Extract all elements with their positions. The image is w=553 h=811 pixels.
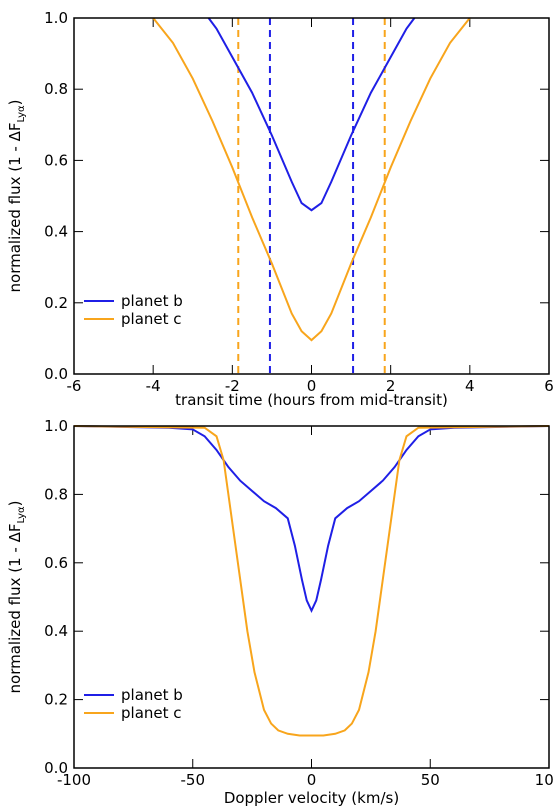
y-tick-label: 0.2: [44, 294, 68, 312]
series-line: [207, 17, 416, 212]
x-tick-label: -100: [57, 771, 91, 789]
legend-label: planet c: [121, 310, 182, 328]
legend-label: planet c: [121, 704, 182, 722]
y-axis-label-end: ): [6, 501, 24, 507]
series-line: [73, 425, 550, 614]
plot-frame: [73, 17, 550, 375]
y-tick-label: 0.6: [44, 151, 68, 169]
x-tick-label: -4: [146, 377, 161, 395]
y-tick-label: 0.6: [44, 554, 68, 572]
y-tick-label: 1.0: [44, 417, 68, 435]
y-tick-label: 0.4: [44, 622, 68, 640]
legend-label: planet b: [121, 686, 183, 704]
y-axis-label-text: normalized flux (1 - ΔF: [6, 524, 24, 694]
x-tick-label: -6: [67, 377, 82, 395]
x-tick-label: 4: [465, 377, 475, 395]
x-tick-label: -2: [225, 377, 240, 395]
x-axis-label: Doppler velocity (km/s): [224, 789, 399, 807]
x-tick-label: 50: [421, 771, 440, 789]
x-tick-label: -50: [181, 771, 206, 789]
y-axis-label: normalized flux (1 - ΔFLyα): [6, 100, 27, 293]
x-tick-label: 0: [307, 377, 317, 395]
x-tick-label: 0: [307, 771, 317, 789]
plot-frame: [73, 425, 550, 769]
x-tick-label: 2: [386, 377, 396, 395]
y-axis-label-sub: Lyα: [16, 506, 27, 524]
series-line: [152, 17, 471, 342]
y-axis-label: normalized flux (1 - ΔFLyα): [6, 501, 27, 694]
x-axis-label: transit time (hours from mid-transit): [175, 391, 448, 409]
y-tick-label: 0.8: [44, 80, 68, 98]
y-tick-label: 0.4: [44, 223, 68, 241]
y-tick-label: 0.8: [44, 485, 68, 503]
y-tick-label: 0.0: [44, 365, 68, 383]
y-axis-label-end: ): [6, 100, 24, 106]
y-tick-label: 1.0: [44, 9, 68, 27]
series-line: [73, 425, 550, 737]
x-tick-label: 100: [535, 771, 553, 789]
y-axis-label-text: normalized flux (1 - ΔF: [6, 123, 24, 293]
x-tick-label: 6: [544, 377, 553, 395]
y-tick-label: 0.0: [44, 759, 68, 777]
y-axis-label-sub: Lyα: [16, 105, 27, 123]
legend-label: planet b: [121, 292, 183, 310]
y-tick-label: 0.2: [44, 691, 68, 709]
